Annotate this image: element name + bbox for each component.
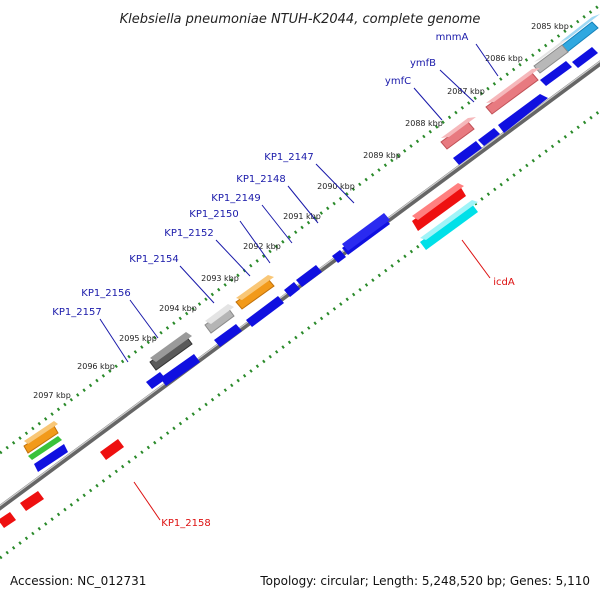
tick-label: 2091 kbp [283, 212, 321, 221]
gene-feature [150, 332, 192, 362]
tick-label: 2097 kbp [33, 391, 71, 400]
leader-line [215, 239, 251, 277]
gene-label: KP1_2158 [161, 518, 210, 529]
gene-feature [24, 421, 58, 444]
gene-feature [478, 128, 500, 146]
gene-feature [28, 436, 62, 460]
tick-label: 2094 kbp [159, 304, 197, 313]
gene-feature [534, 39, 568, 62]
accession-label: Accession: NC_012731 [10, 574, 146, 588]
gene-feature [246, 296, 284, 327]
gene-feature [486, 68, 540, 103]
gene-feature [284, 282, 300, 297]
gene-feature [533, 44, 569, 74]
gene-feature [146, 372, 166, 389]
leader-line [179, 265, 215, 304]
tick-label: 2085 kbp [531, 22, 569, 31]
gene-feature [205, 304, 234, 324]
leader-line [239, 220, 271, 264]
feature-track [0, 14, 600, 528]
gene-feature [100, 439, 124, 460]
tick-label: 2090 kbp [317, 182, 355, 191]
tick-label: 2095 kbp [119, 334, 157, 343]
gene-label: ymfB [410, 58, 436, 69]
leader-line [413, 87, 443, 121]
gene-feature [453, 141, 482, 165]
gene-label: KP1_2154 [129, 254, 178, 265]
gene-label: KP1_2149 [211, 193, 260, 204]
leader-lines [99, 43, 499, 521]
leader-line [99, 318, 129, 363]
gene-label: KP1_2156 [81, 288, 130, 299]
gene-feature [560, 14, 600, 42]
gene-feature [296, 265, 322, 287]
leader-line [439, 69, 475, 103]
leader-line [461, 239, 491, 279]
gene-feature [540, 61, 572, 86]
tick-label: 2092 kbp [243, 242, 281, 251]
leader-line [261, 204, 293, 244]
tick-label: 2093 kbp [201, 274, 239, 283]
gene-feature [34, 444, 68, 472]
gene-feature [572, 47, 598, 68]
tick-label: 2086 kbp [485, 54, 523, 63]
leader-line [129, 299, 159, 339]
gene-feature [412, 183, 464, 220]
gene-feature [342, 213, 390, 251]
tick-label: 2096 kbp [77, 362, 115, 371]
inner-tick-ring [0, 109, 600, 560]
gene-label: icdA [493, 277, 515, 288]
tick-label: 2088 kbp [405, 119, 443, 128]
gene-feature [412, 186, 466, 231]
gene-feature [20, 491, 44, 511]
gene-feature [214, 324, 242, 347]
gene-feature [160, 354, 200, 386]
gene-label: KP1_2150 [189, 209, 238, 220]
gene-feature [420, 204, 478, 250]
genome-summary: Topology: circular; Length: 5,248,520 bp… [259, 574, 590, 588]
gene-feature [420, 200, 478, 240]
gene-feature [0, 512, 16, 528]
map-title: Klebsiella pneumoniae NTUH-K2044, comple… [120, 12, 481, 27]
gene-label: ymfC [385, 76, 411, 87]
leader-line [315, 163, 355, 204]
gene-label: mnmA [436, 32, 469, 43]
gene-label: KP1_2152 [164, 228, 213, 239]
gene-labels: mnmA ymfB ymfC KP1_2147 KP1_2148 KP1_2149 KP1_… [52, 32, 515, 529]
gene-feature [441, 117, 476, 138]
gene-label: KP1_2148 [236, 174, 285, 185]
gene-feature [332, 250, 346, 263]
leader-line [133, 481, 161, 521]
gene-label: KP1_2147 [264, 152, 313, 163]
gene-feature [236, 275, 274, 300]
gene-feature [498, 94, 548, 133]
leader-line [475, 43, 499, 77]
tick-labels: 2085 kbp 2086 kbp 2087 kbp 2088 kbp 2089 kbp… [33, 22, 569, 400]
outer-tick-ring [0, 3, 600, 455]
tick-label: 2087 kbp [447, 87, 485, 96]
tick-label: 2089 kbp [363, 151, 401, 160]
gene-label: KP1_2157 [52, 307, 101, 318]
leader-line [287, 185, 319, 224]
